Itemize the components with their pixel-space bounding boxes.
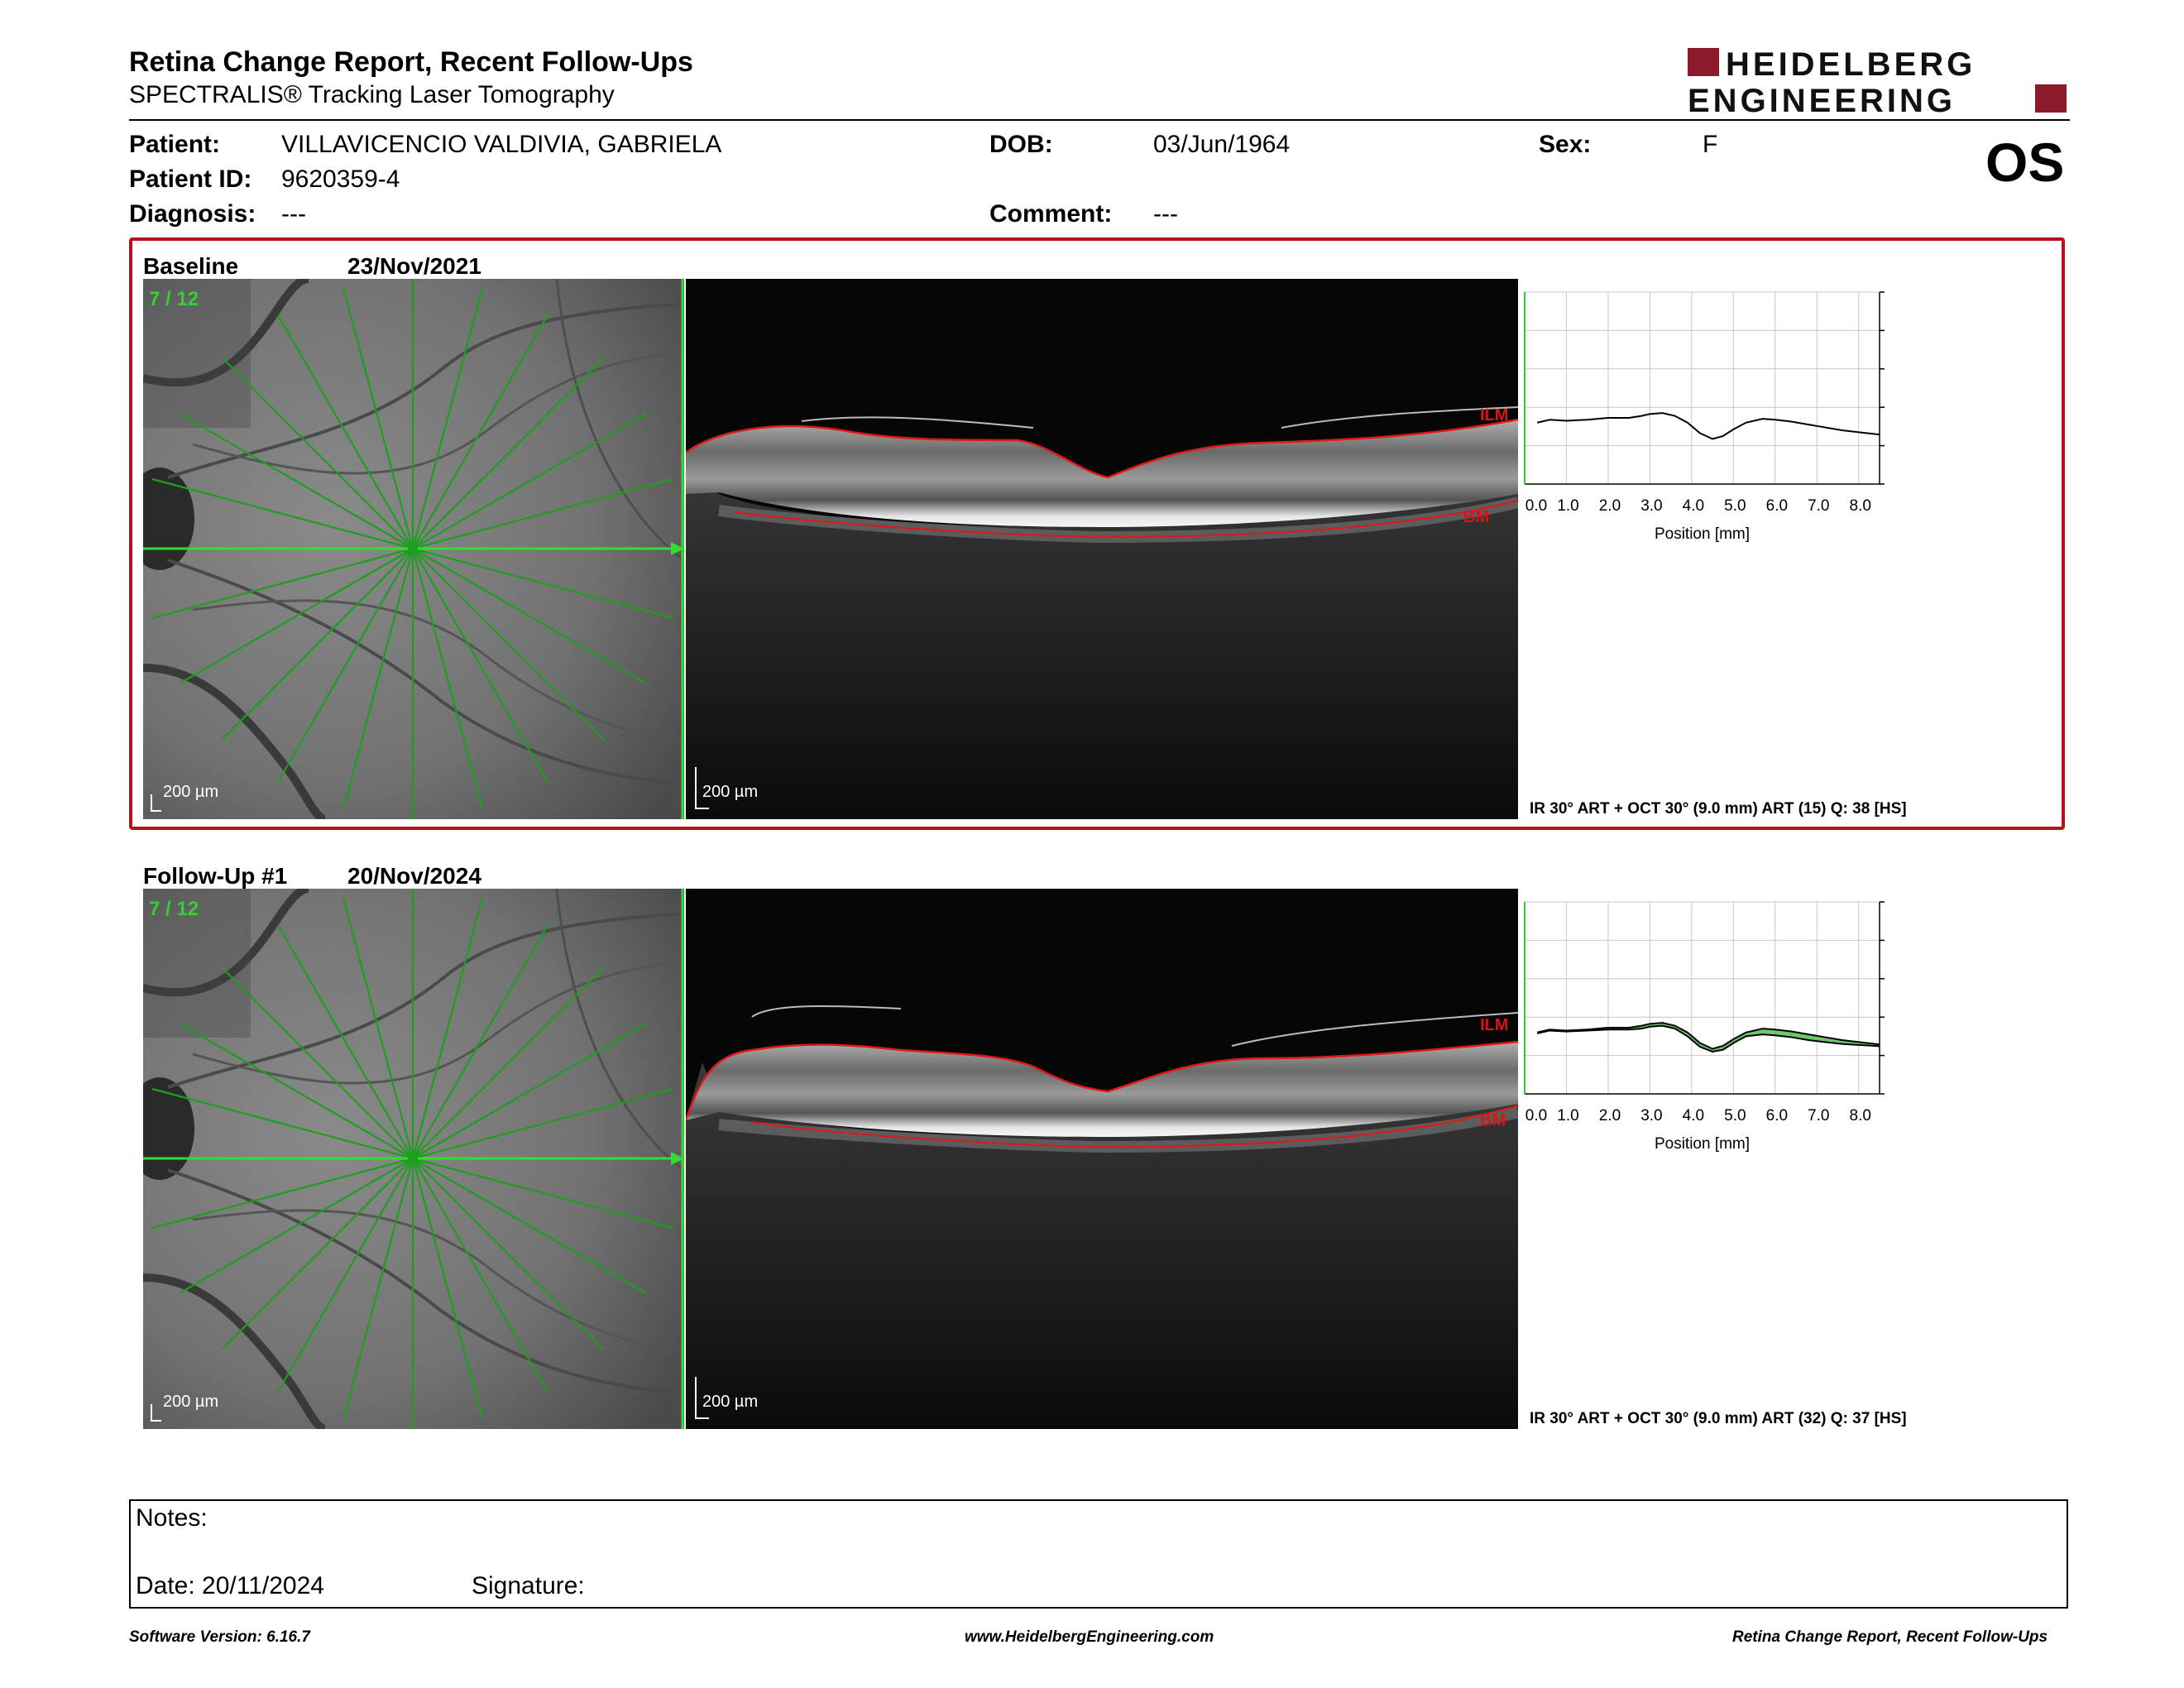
report-name-footer: Retina Change Report, Recent Follow-Ups	[1732, 1628, 2048, 1646]
followup-chart-x-tick: 6.0	[1766, 1107, 1788, 1125]
baseline-oct-bscan	[686, 279, 1518, 819]
followup-scan-info: IR 30° ART + OCT 30° (9.0 mm) ART (32) Q…	[1530, 1410, 1907, 1427]
followup-chart-x-tick: 0.0	[1525, 1107, 1547, 1125]
baseline-ilm-boundary	[686, 418, 1518, 479]
software-version: Software Version: 6.16.7	[129, 1628, 310, 1646]
report-subtitle: SPECTRALIS® Tracking Laser Tomography	[129, 81, 615, 108]
followup-chart-x-tick: 4.0	[1683, 1107, 1704, 1125]
baseline-fundus-image	[143, 279, 684, 819]
baseline-fundus-scalebar: 200 µm	[163, 783, 219, 801]
followup-label: Follow-Up #1	[143, 863, 288, 889]
followup-date: 20/Nov/2024	[347, 863, 481, 889]
followup-bm-boundary	[751, 1105, 1518, 1149]
followup-scan-counter: 7 / 12	[149, 898, 199, 920]
followup-bm-label: BM	[1480, 1111, 1506, 1129]
baseline-chart-x-tick: 4.0	[1683, 497, 1704, 515]
followup-fundus-scalebar: 200 µm	[163, 1393, 219, 1411]
baseline-chart-x-tick: 7.0	[1808, 497, 1829, 515]
followup-chart-plot-area	[1524, 901, 1880, 1095]
report-title: Retina Change Report, Recent Follow-Ups	[129, 46, 693, 78]
date-field: Date: 20/11/2024	[136, 1572, 324, 1599]
notes-box[interactable]	[129, 1499, 2068, 1609]
dob-label: DOB:	[989, 131, 1053, 158]
followup-chart-x-tick: 5.0	[1724, 1107, 1746, 1125]
followup-ilm-boundary	[686, 1040, 1518, 1121]
baseline-thickness-chart: 0.01.02.03.04.05.06.07.08.00200400600800…	[1522, 281, 1944, 554]
notes-label: Notes:	[136, 1504, 208, 1532]
followup-oct-scalebar: 200 µm	[702, 1393, 759, 1411]
baseline-bm-label: BM	[1463, 508, 1490, 526]
followup-chart-x-tick: 8.0	[1850, 1107, 1871, 1125]
baseline-chart-x-tick: 0.0	[1525, 497, 1547, 515]
baseline-scan-counter: 7 / 12	[149, 288, 199, 310]
baseline-chart-x-tick: 6.0	[1766, 497, 1788, 515]
baseline-ilm-label: ILM	[1480, 406, 1509, 424]
patient-id-value: 9620359-4	[281, 165, 400, 193]
comment-label: Comment:	[989, 200, 1113, 228]
dob-value: 03/Jun/1964	[1153, 131, 1291, 158]
baseline-chart-x-label: Position [mm]	[1655, 525, 1750, 543]
baseline-chart-plot-area	[1524, 291, 1880, 485]
followup-chart-x-tick: 7.0	[1808, 1107, 1829, 1125]
website-link[interactable]: www.HeidelbergEngineering.com	[965, 1628, 1214, 1646]
header-divider	[129, 119, 2070, 121]
baseline-chart-x-tick: 5.0	[1724, 497, 1746, 515]
followup-thickness-chart: 0.01.02.03.04.05.06.07.08.00200400600800…	[1522, 891, 1944, 1164]
heidelberg-logo: HEIDELBERG ENGINEERING	[1688, 46, 2068, 119]
diagnosis-value: ---	[281, 200, 306, 228]
followup-fundus-image	[143, 889, 684, 1429]
baseline-label: Baseline	[143, 253, 239, 279]
followup-chart-series-line-0	[1536, 1022, 1880, 1050]
comment-value: ---	[1153, 200, 1178, 228]
followup-chart-x-tick: 1.0	[1557, 1107, 1578, 1125]
followup-chart-x-tick: 3.0	[1640, 1107, 1662, 1125]
baseline-chart-x-tick: 2.0	[1599, 497, 1621, 515]
sex-value: F	[1703, 131, 1718, 158]
followup-chart-series-line-1	[1536, 1024, 1880, 1053]
diagnosis-label: Diagnosis:	[129, 200, 256, 228]
sex-label: Sex:	[1539, 131, 1592, 158]
baseline-oct-scalebar: 200 µm	[702, 783, 759, 801]
followup-radial-scan-pattern	[151, 889, 674, 1429]
followup-chart-change-area	[1537, 1023, 1880, 1052]
patient-name: VILLAVICENCIO VALDIVIA, GABRIELA	[281, 131, 722, 158]
svg-text:ENGINEERING: ENGINEERING	[1688, 83, 1956, 116]
baseline-chart-x-tick: 3.0	[1640, 497, 1662, 515]
eye-indicator: OS	[1985, 132, 2065, 193]
baseline-chart-x-tick: 1.0	[1557, 497, 1578, 515]
baseline-highlight-frame	[129, 237, 2065, 830]
patient-label: Patient:	[129, 131, 221, 158]
followup-oct-bscan	[686, 889, 1518, 1429]
baseline-chart-series-line-0	[1536, 412, 1880, 440]
followup-chart-x-tick: 2.0	[1599, 1107, 1621, 1125]
patient-id-label: Patient ID:	[129, 165, 252, 193]
svg-text:HEIDELBERG: HEIDELBERG	[1726, 46, 1976, 83]
baseline-radial-scan-pattern	[151, 279, 674, 819]
signature-field[interactable]: Signature:	[472, 1572, 585, 1599]
followup-ilm-label: ILM	[1480, 1016, 1509, 1034]
baseline-date: 23/Nov/2021	[347, 253, 481, 279]
baseline-bm-boundary	[735, 500, 1518, 539]
baseline-scan-info: IR 30° ART + OCT 30° (9.0 mm) ART (15) Q…	[1530, 800, 1907, 818]
followup-chart-x-label: Position [mm]	[1655, 1135, 1750, 1153]
baseline-chart-x-tick: 8.0	[1850, 497, 1871, 515]
